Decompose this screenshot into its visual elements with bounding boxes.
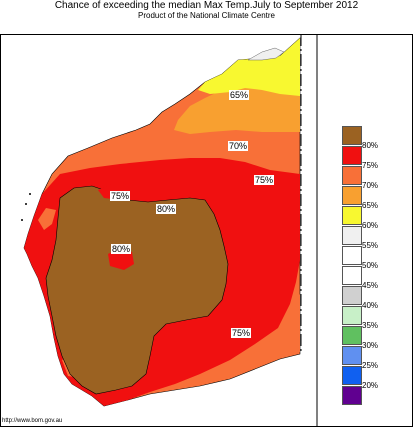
- legend-swatch: [342, 226, 362, 245]
- legend-label: 80%: [362, 141, 379, 150]
- contour-label-65: 65%: [229, 90, 250, 100]
- legend-label: 75%: [362, 161, 379, 170]
- legend-entry: 75%: [340, 146, 412, 170]
- legend-entry: 35%: [340, 306, 412, 330]
- legend-entry: 45%: [340, 266, 412, 290]
- legend-label: 20%: [362, 381, 379, 390]
- legend-swatch: [342, 306, 362, 325]
- map-subtitle: Product of the National Climate Centre: [138, 11, 275, 20]
- legend-entry: 60%: [340, 206, 412, 230]
- legend-entry: 25%: [340, 346, 412, 370]
- contour-label-70: 70%: [228, 141, 249, 151]
- island-marker: [25, 203, 27, 205]
- legend-label: 30%: [362, 341, 379, 350]
- legend-swatch: [342, 286, 362, 305]
- region-70-southeast: [240, 294, 300, 372]
- legend-label: 70%: [362, 181, 379, 190]
- legend-entry: 50%: [340, 246, 412, 270]
- legend-swatch: [342, 186, 362, 205]
- legend-swatch: [342, 386, 362, 405]
- legend-label: 45%: [362, 281, 379, 290]
- legend-label: 40%: [362, 301, 379, 310]
- legend-label: 65%: [362, 201, 379, 210]
- legend-swatch: [342, 246, 362, 265]
- legend-swatch: [342, 146, 362, 165]
- map-title: Chance of exceeding the median Max Temp.…: [54, 0, 359, 11]
- legend-label: 55%: [362, 241, 379, 250]
- map-canvas: [0, 34, 413, 427]
- legend-swatch: [342, 366, 362, 385]
- legend-entry: 80%: [340, 126, 412, 150]
- island-marker: [29, 193, 31, 195]
- legend-swatch: [342, 266, 362, 285]
- island-marker: [21, 219, 23, 221]
- legend-label: 25%: [362, 361, 379, 370]
- legend-swatch: [342, 126, 362, 145]
- contour-label-75-north: 75%: [110, 191, 131, 201]
- legend-label: 50%: [362, 261, 379, 270]
- region-70-coast: [38, 208, 56, 230]
- legend-entry: 40%: [340, 286, 412, 310]
- contour-label-75-east: 75%: [254, 175, 275, 185]
- legend-entry: 55%: [340, 226, 412, 250]
- legend-label: 35%: [362, 321, 379, 330]
- legend-entry: 65%: [340, 186, 412, 210]
- legend-entry: 70%: [340, 166, 412, 190]
- legend-label: 60%: [362, 221, 379, 230]
- legend-swatch: [342, 166, 362, 185]
- contour-label-80-center: 80%: [111, 244, 132, 254]
- source-url: http://www.bom.gov.au: [2, 418, 63, 424]
- legend-entry: 30%: [340, 326, 412, 350]
- region-55: [247, 47, 285, 61]
- legend-entry: [340, 386, 412, 406]
- legend-swatch: [342, 206, 362, 225]
- contour-label-75-south: 75%: [231, 328, 252, 338]
- region-80: [45, 185, 229, 395]
- map-frame: 65% 70% 75% 75% 80% 80% 75%: [0, 34, 413, 427]
- contour-label-80-north: 80%: [156, 204, 177, 214]
- legend-swatch: [342, 346, 362, 365]
- legend-entry: 20%: [340, 366, 412, 390]
- region-60: [198, 38, 300, 96]
- legend-swatch: [342, 326, 362, 345]
